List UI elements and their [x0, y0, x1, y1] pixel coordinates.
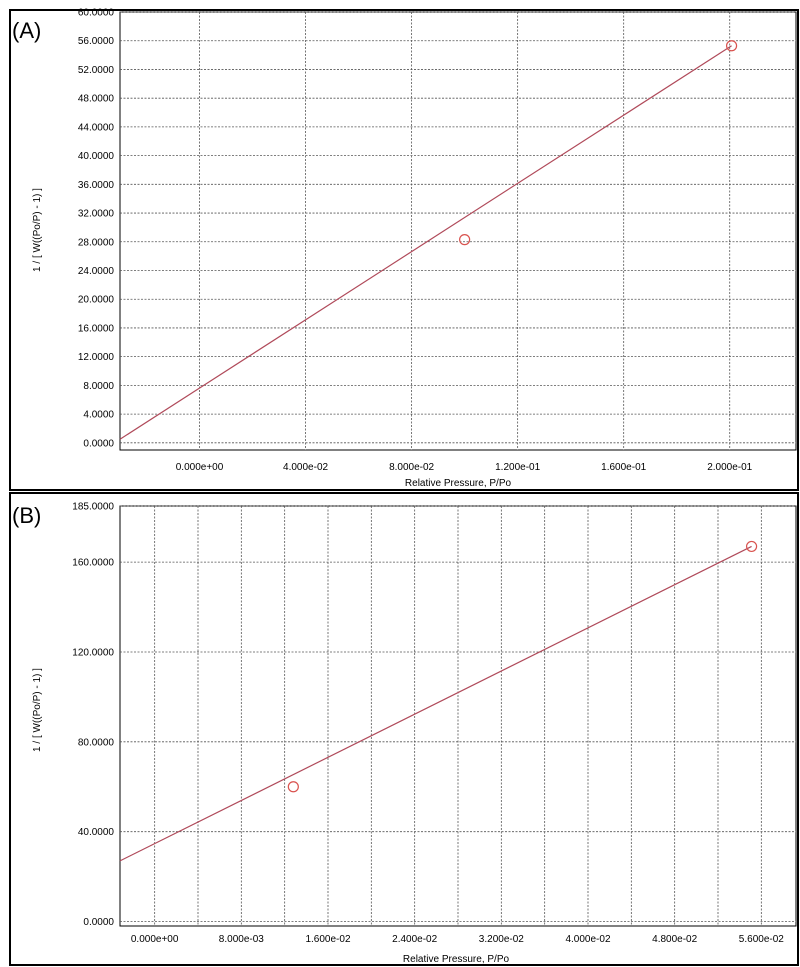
x-tick-label: 4.000e-02 — [283, 462, 328, 473]
x-tick-label: 8.000e-03 — [219, 934, 264, 945]
x-tick-label: 2.400e-02 — [392, 934, 437, 945]
panel-a-plot-area — [119, 11, 797, 451]
panel-b: (B) 0.000e+00 8.000e-03 1.600e-02 2.400e-02… — [9, 492, 799, 966]
panel-a-x-ticks: 0.000e+00 4.000e-02 8.000e-02 1.200e-01 1.60… — [176, 462, 753, 473]
x-tick-label: 8.000e-02 — [389, 462, 434, 473]
y-tick-label: 60.0000 — [78, 8, 115, 19]
fit-line — [119, 45, 732, 440]
panel-a: (A) 0.000e+00 4.000e-02 8.000e-02 1.200e-01… — [9, 8, 799, 491]
y-tick-label: 8.0000 — [83, 381, 114, 392]
y-tick-label: 36.0000 — [78, 180, 115, 191]
x-tick-label: 0.000e+00 — [176, 462, 224, 473]
panel-b-x-ticks: 0.000e+00 8.000e-03 1.600e-02 2.400e-02 3.20… — [131, 934, 784, 945]
y-tick-label: 80.0000 — [78, 737, 115, 748]
panel-b-label: (B) — [12, 503, 41, 528]
y-tick-label: 56.0000 — [78, 36, 115, 47]
panel-a-x-axis-label: Relative Pressure, P/Po — [405, 478, 512, 489]
y-tick-label: 48.0000 — [78, 94, 115, 105]
x-tick-label: 5.600e-02 — [739, 934, 784, 945]
panel-b-y-ticks: 0.0000 40.0000 80.0000 120.0000 160.0000 185.… — [72, 502, 114, 929]
data-point — [745, 540, 758, 553]
y-tick-label: 0.0000 — [83, 917, 114, 928]
panel-b-x-axis-label: Relative Pressure, P/Po — [403, 954, 510, 965]
y-tick-label: 28.0000 — [78, 237, 115, 248]
x-tick-label: 0.000e+00 — [131, 934, 179, 945]
y-tick-label: 12.0000 — [78, 352, 115, 363]
panel-b-frame — [9, 492, 799, 966]
y-tick-label: 40.0000 — [78, 151, 115, 162]
panel-a-y-ticks: 0.0000 4.0000 8.0000 12.0000 16.0000 20.0000 2… — [78, 8, 115, 450]
y-tick-label: 0.0000 — [83, 438, 114, 449]
panel-a-grid — [120, 11, 796, 450]
panel-b-series — [119, 540, 758, 862]
y-tick-label: 24.0000 — [78, 266, 115, 277]
y-tick-label: 40.0000 — [78, 827, 115, 838]
panel-a-series — [119, 40, 738, 440]
data-point — [459, 234, 471, 246]
fit-line — [119, 545, 752, 862]
x-tick-label: 1.600e-01 — [601, 462, 646, 473]
panel-a-y-axis-label: 1 / [ W((Po/P) - 1) ] — [32, 188, 43, 272]
y-tick-label: 4.0000 — [83, 410, 114, 421]
x-tick-label: 1.200e-01 — [495, 462, 540, 473]
y-tick-label: 32.0000 — [78, 209, 115, 220]
y-tick-label: 16.0000 — [78, 323, 115, 334]
x-tick-label: 3.200e-02 — [479, 934, 524, 945]
y-tick-label: 185.0000 — [72, 502, 114, 513]
x-tick-label: 4.800e-02 — [652, 934, 697, 945]
x-tick-label: 2.000e-01 — [707, 462, 752, 473]
y-tick-label: 20.0000 — [78, 295, 115, 306]
y-tick-label: 120.0000 — [72, 647, 114, 658]
panel-a-frame — [9, 9, 799, 491]
y-tick-label: 44.0000 — [78, 122, 115, 133]
x-tick-label: 4.000e-02 — [565, 934, 610, 945]
x-tick-label: 1.600e-02 — [305, 934, 350, 945]
panel-b-y-axis-label: 1 / [ W((Po/P) - 1) ] — [32, 668, 43, 752]
data-point — [287, 781, 299, 793]
y-tick-label: 160.0000 — [72, 558, 114, 569]
data-point — [725, 40, 738, 52]
panel-a-label: (A) — [12, 18, 41, 43]
y-tick-label: 52.0000 — [78, 65, 115, 76]
panel-b-grid — [120, 505, 796, 926]
